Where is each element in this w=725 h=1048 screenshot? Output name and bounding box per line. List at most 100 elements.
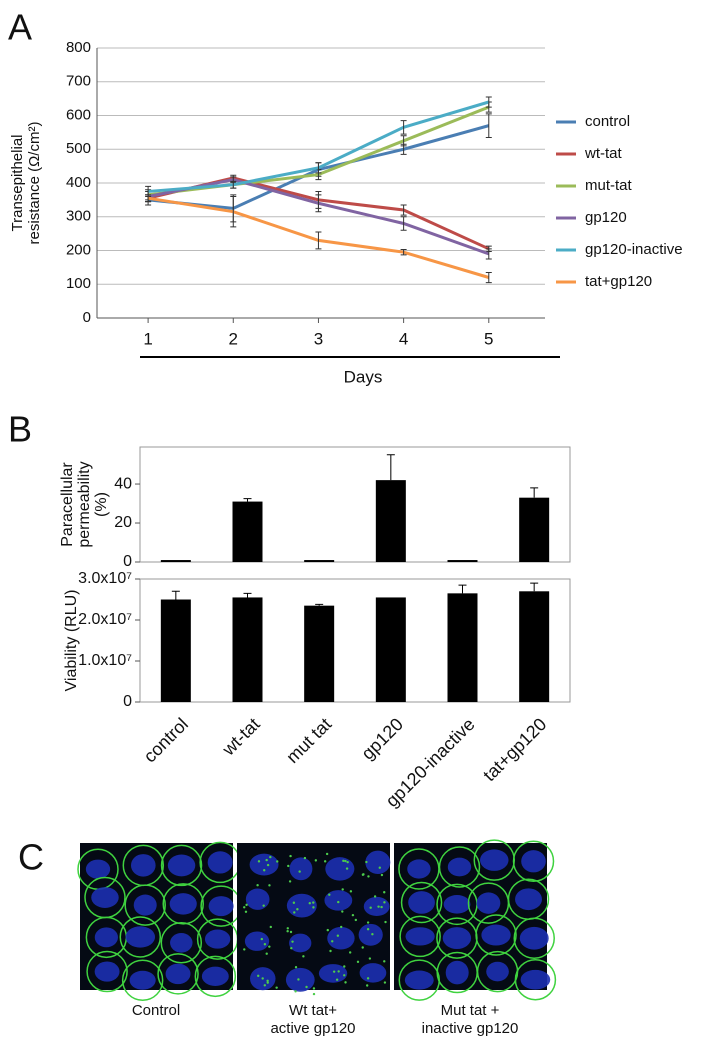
nucleus bbox=[170, 932, 193, 953]
panel-label: A bbox=[8, 7, 32, 48]
error-bar bbox=[485, 248, 492, 260]
speckle bbox=[297, 978, 300, 981]
speckle bbox=[243, 906, 246, 909]
speckle bbox=[262, 904, 265, 907]
nucleus bbox=[443, 895, 471, 914]
line bbox=[147, 105, 490, 197]
x-tick-label: 2 bbox=[229, 329, 238, 348]
error-bar bbox=[230, 196, 237, 228]
nucleus bbox=[327, 926, 355, 950]
y-axis-title-line: Transepithelial bbox=[9, 135, 26, 232]
bar bbox=[232, 501, 263, 562]
speckle bbox=[243, 948, 246, 951]
speckle bbox=[276, 860, 279, 863]
caption: active gp120 bbox=[270, 1020, 355, 1037]
y-tick-label: 2.0x10⁷ bbox=[78, 611, 132, 628]
speckle bbox=[326, 928, 329, 932]
nucleus bbox=[515, 888, 542, 911]
nucleus bbox=[289, 857, 313, 881]
nucleus bbox=[520, 969, 551, 990]
x-tick-label: gp120 bbox=[357, 714, 407, 764]
nucleus bbox=[289, 933, 312, 953]
speckle bbox=[298, 870, 301, 873]
speckle bbox=[265, 858, 268, 862]
speckle bbox=[337, 970, 340, 973]
bar bbox=[304, 560, 335, 562]
speckle bbox=[348, 951, 352, 954]
nucleus bbox=[405, 927, 435, 946]
error-bar bbox=[230, 180, 237, 189]
speckle bbox=[383, 901, 386, 904]
error-bar bbox=[400, 204, 407, 216]
speckle bbox=[380, 873, 384, 877]
bar bbox=[519, 591, 550, 702]
nucleus bbox=[404, 970, 434, 990]
speckle bbox=[268, 945, 271, 948]
bar bbox=[447, 593, 478, 702]
nucleus bbox=[165, 963, 191, 985]
y-tick-label: 40 bbox=[114, 475, 132, 492]
y-tick-label: 100 bbox=[66, 275, 91, 292]
cell-border bbox=[512, 840, 555, 883]
nucleus bbox=[325, 857, 355, 881]
speckle bbox=[340, 925, 343, 929]
error-bar bbox=[315, 603, 324, 606]
panel-label: B bbox=[8, 409, 32, 450]
nucleus bbox=[480, 849, 509, 871]
speckle bbox=[354, 918, 358, 922]
speckle bbox=[344, 981, 347, 984]
speckle bbox=[263, 943, 267, 946]
nucleus bbox=[408, 891, 435, 914]
nucleus bbox=[204, 929, 231, 949]
speckle bbox=[288, 880, 292, 883]
speckle bbox=[380, 905, 383, 909]
bar bbox=[232, 597, 263, 702]
caption: inactive gp120 bbox=[422, 1020, 519, 1037]
speckle bbox=[286, 930, 289, 933]
y-tick-label: 0 bbox=[123, 693, 132, 710]
speckle bbox=[329, 949, 332, 953]
speckle bbox=[341, 888, 344, 891]
speckle bbox=[244, 910, 248, 913]
speckle bbox=[325, 852, 329, 856]
x-tick-label: 3 bbox=[314, 329, 323, 348]
speckle bbox=[292, 901, 296, 904]
speckle bbox=[383, 891, 386, 894]
speckle bbox=[291, 940, 294, 943]
speckle bbox=[368, 957, 372, 960]
speckle bbox=[294, 966, 298, 969]
bar bbox=[375, 597, 406, 702]
nucleus bbox=[481, 924, 511, 946]
nucleus bbox=[169, 893, 197, 915]
legend-label: gp120 bbox=[585, 209, 627, 226]
speckle bbox=[314, 859, 318, 862]
speckle bbox=[369, 906, 372, 909]
error-bar bbox=[400, 135, 407, 147]
nucleus bbox=[358, 923, 383, 946]
y-tick-label: 3.0x10⁷ bbox=[78, 570, 132, 587]
y-tick-label: 20 bbox=[114, 514, 132, 531]
legend-label: tat+gp120 bbox=[585, 273, 652, 290]
error-bar bbox=[386, 454, 395, 481]
y-tick-label: 800 bbox=[66, 39, 91, 56]
speckle bbox=[361, 946, 364, 949]
speckle bbox=[275, 986, 278, 989]
cell-border bbox=[399, 915, 441, 958]
error-bar bbox=[485, 113, 492, 138]
nucleus bbox=[486, 961, 509, 982]
cell-border bbox=[124, 884, 166, 926]
error-bar bbox=[145, 194, 152, 203]
speckle bbox=[345, 867, 349, 870]
x-tick-label: 1 bbox=[143, 329, 152, 348]
speckle bbox=[296, 908, 299, 911]
bar bbox=[160, 599, 191, 702]
speckle bbox=[384, 920, 387, 924]
legend-label: control bbox=[585, 113, 630, 130]
plot-frame bbox=[139, 446, 571, 563]
nucleus bbox=[125, 926, 156, 948]
speckle bbox=[366, 977, 370, 980]
speckle bbox=[289, 930, 293, 934]
nucleus bbox=[249, 853, 279, 876]
nucleus bbox=[442, 927, 472, 950]
y-tick-label: 200 bbox=[66, 241, 91, 258]
